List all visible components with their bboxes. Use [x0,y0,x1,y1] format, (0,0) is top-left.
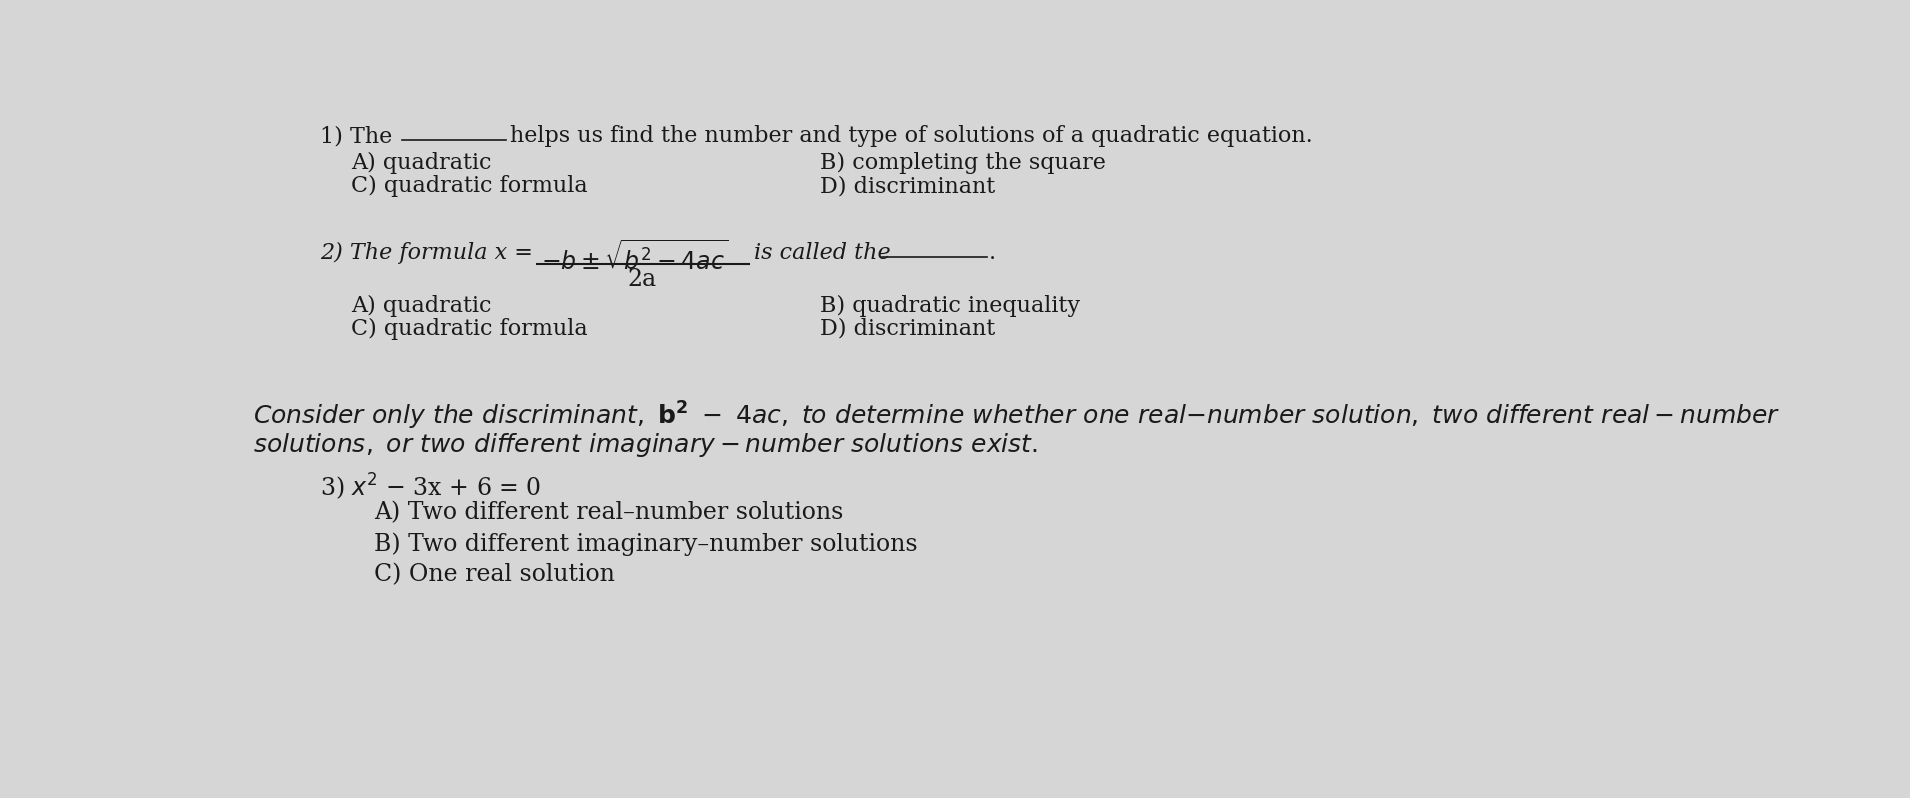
Text: A) Two different real–number solutions: A) Two different real–number solutions [374,502,844,524]
Text: helps us find the number and type of solutions of a quadratic equation.: helps us find the number and type of sol… [510,125,1312,147]
Text: C) quadratic formula: C) quadratic formula [351,175,588,197]
Text: $\it{Consider\ only\ the\ discriminant,\ }\mathbf{b^2}\it{\ -\ 4ac,\ to\ determi: $\it{Consider\ only\ the\ discriminant,\… [252,400,1780,432]
Text: D) discriminant: D) discriminant [819,318,995,339]
Text: 2a: 2a [626,268,657,291]
Text: A) quadratic: A) quadratic [351,152,491,174]
Text: B) completing the square: B) completing the square [819,152,1106,174]
Text: .: . [989,242,997,264]
Text: $-b \pm \sqrt{b^2 - 4ac}$: $-b \pm \sqrt{b^2 - 4ac}$ [541,240,728,276]
Text: 2) The formula x =: 2) The formula x = [321,242,533,264]
Text: B) Two different imaginary–number solutions: B) Two different imaginary–number soluti… [374,532,919,556]
Text: 1) The: 1) The [321,125,392,147]
Text: C) One real solution: C) One real solution [374,563,615,587]
Text: is called the: is called the [754,242,890,264]
Text: 3) $x^2$ $-$ 3x + 6 = 0: 3) $x^2$ $-$ 3x + 6 = 0 [321,471,541,502]
Text: $\it{solutions,\ or\ two\ different\ imaginary-number\ solutions\ exist.}$: $\it{solutions,\ or\ two\ different\ ima… [252,431,1037,459]
Text: B) quadratic inequality: B) quadratic inequality [819,294,1081,317]
Text: D) discriminant: D) discriminant [819,175,995,197]
Text: A) quadratic: A) quadratic [351,294,491,317]
Text: C) quadratic formula: C) quadratic formula [351,318,588,340]
